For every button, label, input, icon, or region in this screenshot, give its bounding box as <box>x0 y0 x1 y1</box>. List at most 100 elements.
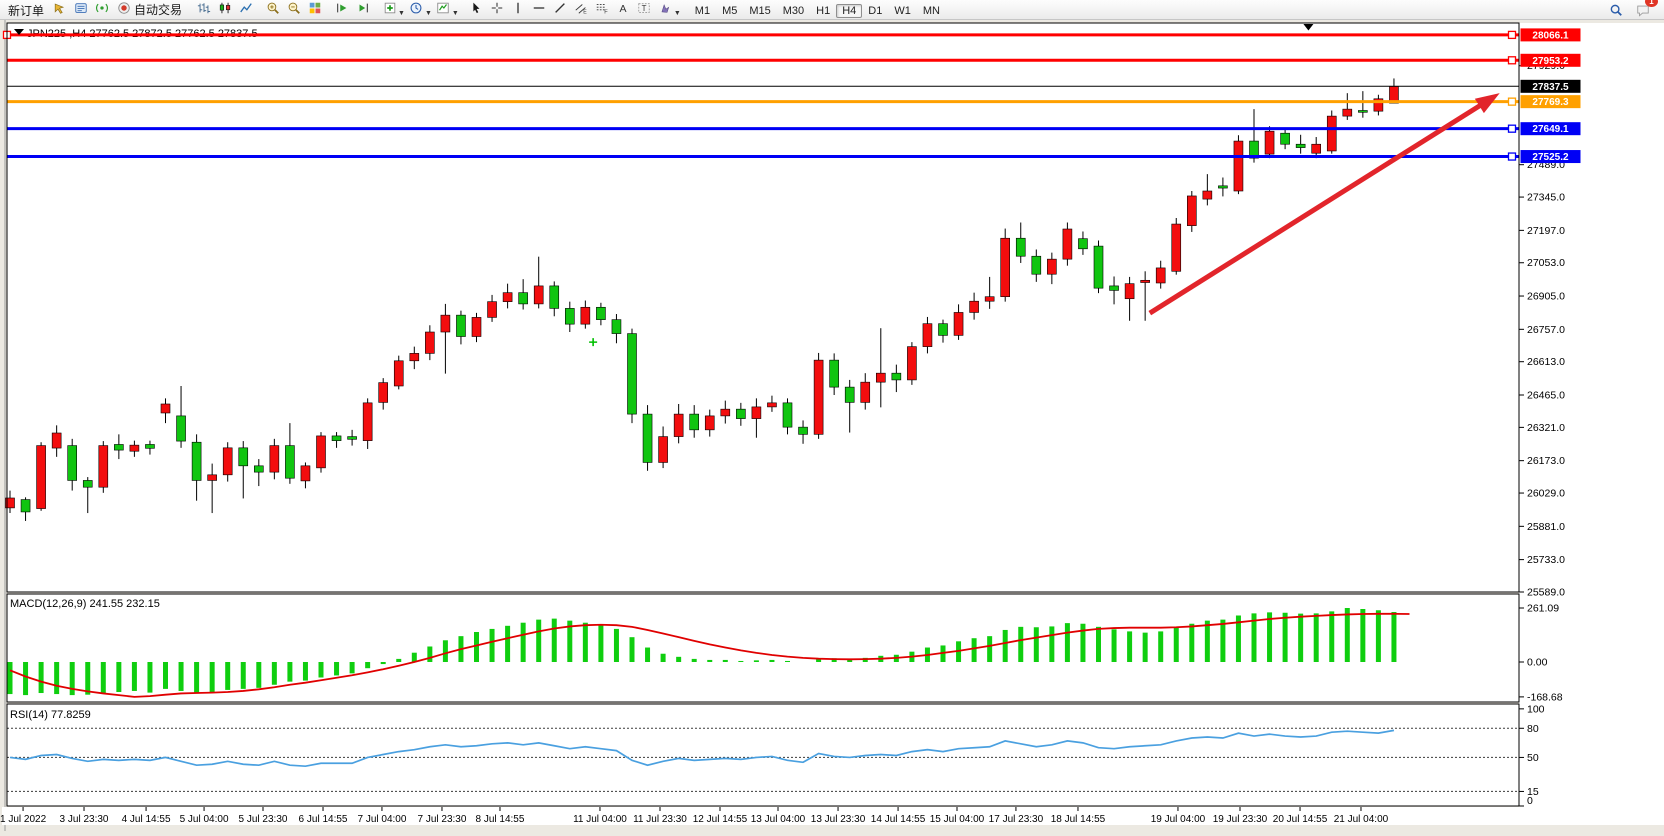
time-tick-label: 19 Jul 23:30 <box>1213 814 1268 825</box>
periods-icon <box>409 1 423 20</box>
signal-button[interactable] <box>91 1 112 20</box>
cursor-button[interactable] <box>466 1 487 20</box>
new-chart-button[interactable] <box>379 1 400 20</box>
price-badge-label: 27649.1 <box>1532 124 1569 135</box>
equidistant-channel-button[interactable]: E <box>571 1 592 20</box>
periods-dropdown-caret[interactable]: ▼ <box>424 9 432 17</box>
price-tick-label: 25589.0 <box>1527 587 1565 599</box>
indicators-button[interactable] <box>433 1 454 20</box>
candle-body-down <box>736 408 746 419</box>
candle-body-up <box>984 296 995 302</box>
text-label-button[interactable]: T <box>634 1 655 20</box>
tab-timeframe-m5[interactable]: M5 <box>722 4 738 17</box>
candle-body-up <box>1171 223 1182 272</box>
fibonacci-button[interactable]: F <box>592 1 613 20</box>
arrow-objects-button[interactable] <box>655 1 676 20</box>
tab-timeframe-m15[interactable]: M15 <box>749 4 771 17</box>
chart-shift-button[interactable] <box>352 1 373 20</box>
new-order-label: 新订单 <box>8 3 45 18</box>
price-tick-label: 25733.0 <box>1527 554 1565 566</box>
data-window-button[interactable] <box>70 1 91 20</box>
candle-body-down <box>1218 185 1228 189</box>
trendline-button[interactable] <box>550 1 571 20</box>
trendline-icon <box>553 1 567 20</box>
tab-timeframe-m30[interactable]: M30 <box>782 4 805 17</box>
trend-arrow-head[interactable] <box>1474 93 1500 114</box>
candle-body-down <box>549 285 560 309</box>
arrow-objects-dropdown-caret[interactable]: ▼ <box>673 9 681 17</box>
vertical-line-button[interactable] <box>508 1 529 20</box>
candle-body-down <box>891 372 902 381</box>
tab-timeframe-h4[interactable]: H4 <box>836 3 863 18</box>
signal-icon <box>95 1 109 20</box>
price-badge-27649.1 <box>1520 122 1581 136</box>
rsi-panel[interactable] <box>7 704 1519 806</box>
auto-scroll-button[interactable] <box>331 1 352 20</box>
horizontal-line-button[interactable] <box>529 1 550 20</box>
price-tick-label: 25881.0 <box>1527 521 1565 533</box>
crosshair-button[interactable] <box>487 1 508 20</box>
periods-button[interactable] <box>406 1 427 20</box>
new-chart-dropdown-caret[interactable]: ▼ <box>398 9 405 17</box>
time-tick-label: 12 Jul 14:55 <box>693 814 748 825</box>
text-button[interactable]: A <box>613 1 634 20</box>
favorites-button[interactable] <box>49 1 70 20</box>
time-axis[interactable] <box>2 807 1662 825</box>
tab-timeframe-mn[interactable]: MN <box>922 4 940 17</box>
candle-body-up <box>502 292 513 302</box>
hline-handle-right[interactable] <box>1507 97 1517 106</box>
tab-timeframe-d1[interactable]: D1 <box>868 4 883 17</box>
rsi-tick-label: 100 <box>1527 703 1545 715</box>
tile-windows-button[interactable] <box>304 1 325 20</box>
search-icon[interactable] <box>1605 0 1626 19</box>
time-tick-label: 1 Jul 2022 <box>0 814 47 825</box>
trend-arrow-line[interactable] <box>1148 99 1488 316</box>
macd-panel[interactable] <box>7 594 1519 702</box>
notifications-button[interactable]: 1 <box>1632 0 1658 19</box>
indicators-dropdown-caret[interactable]: ▼ <box>451 9 459 17</box>
svg-text:F: F <box>605 9 609 14</box>
hline-handle-right[interactable] <box>1507 124 1517 133</box>
text-label-icon: T <box>637 1 651 20</box>
candle-body-down <box>1295 143 1306 148</box>
candle-body-up <box>471 317 482 337</box>
candle-body-up <box>969 300 979 313</box>
candle-body-up <box>222 447 233 476</box>
zoom-in-button[interactable] <box>262 1 283 20</box>
candle-body-down <box>611 319 622 334</box>
time-tick-label: 21 Jul 04:00 <box>1334 814 1389 825</box>
chart-canvas[interactable]: JPN225 ,H4 27762.5 27872.5 27762.5 27837… <box>0 20 1664 831</box>
price-tick-label: 26173.0 <box>1527 455 1565 467</box>
candle-body-up <box>720 408 731 417</box>
tab-timeframe-h1[interactable]: H1 <box>816 4 831 17</box>
line-chart-button[interactable] <box>235 1 256 20</box>
zoom-out-button[interactable] <box>283 1 304 20</box>
price-badge-27953.2 <box>1520 53 1581 67</box>
bar-chart-button[interactable] <box>193 1 214 20</box>
hline-handle-right[interactable] <box>1507 56 1517 65</box>
candle-body-up <box>1140 279 1150 283</box>
candle-body-up <box>129 444 140 452</box>
candle-body-up <box>953 312 964 336</box>
candle-body-up <box>704 415 715 431</box>
new-order-button[interactable]: 新订单 <box>3 1 49 20</box>
toolbar-right: 1 <box>1605 0 1661 19</box>
price-tick-label: 26465.0 <box>1527 389 1565 401</box>
zoom-in-icon <box>266 1 280 20</box>
candle-body-up <box>580 306 591 325</box>
autotrading-button[interactable]: 自动交易 <box>112 0 187 19</box>
tab-timeframe-w1[interactable]: W1 <box>894 4 911 17</box>
candlestick-chart-button[interactable] <box>214 1 235 20</box>
candle-body-down <box>114 444 124 451</box>
candle-body-down <box>82 480 93 488</box>
candle-body-down <box>67 445 77 481</box>
candle-body-up <box>425 331 435 354</box>
candle-body-down <box>1280 132 1290 145</box>
candle-body-down <box>564 308 575 325</box>
bar-chart-icon <box>197 1 211 20</box>
tab-timeframe-m1[interactable]: M1 <box>694 4 711 17</box>
price-tick-label: 27345.0 <box>1527 192 1565 204</box>
hline-handle-right[interactable] <box>1507 152 1517 161</box>
hline-handle-right[interactable] <box>1507 30 1517 40</box>
main-panel[interactable] <box>7 23 1519 592</box>
